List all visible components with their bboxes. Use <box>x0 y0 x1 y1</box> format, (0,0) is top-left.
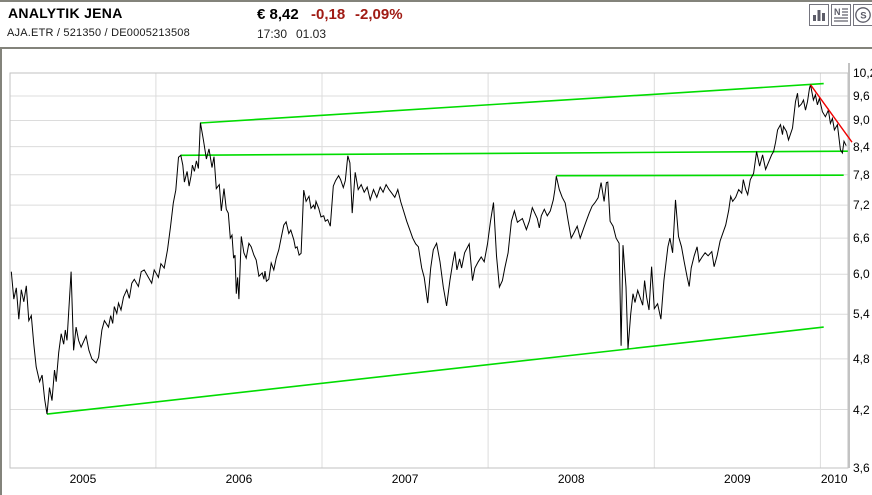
snapshot-button[interactable]: S <box>853 4 872 26</box>
quote-time: 17:30 <box>257 27 288 41</box>
x-axis-year-label: 2007 <box>391 472 419 486</box>
support-trendline <box>46 326 824 415</box>
x-axis-year-label: 2010 <box>820 472 848 486</box>
channel-top-trendline <box>200 82 824 124</box>
y-axis-tick-label: 6,0 <box>853 267 870 282</box>
change-percent: -2,09% <box>355 6 403 23</box>
news-button[interactable]: N <box>831 4 851 26</box>
y-axis-tick-label: 5,4 <box>853 307 870 322</box>
quote-date: 01.03 <box>296 27 327 41</box>
x-axis-year-label: 2008 <box>557 472 585 486</box>
y-axis-tick-label: 7,2 <box>853 198 870 213</box>
s-circle-icon: S <box>855 7 871 23</box>
resistance-line-7-8 <box>556 174 844 177</box>
y-axis-tick-label: 8,4 <box>853 139 870 154</box>
y-axis-tick-label: 10,2 <box>853 66 872 80</box>
window-top-border <box>0 0 872 2</box>
instrument-name: ANALYTIK JENA <box>8 5 123 21</box>
header-separator <box>0 47 872 49</box>
y-axis-tick-label: 9,6 <box>853 88 870 103</box>
downtrend-line <box>809 84 853 143</box>
resistance-line-8-2 <box>180 150 848 157</box>
grid-lines <box>10 72 848 469</box>
y-axis-tick-label: 4,2 <box>853 402 870 417</box>
change-absolute: -0,18 <box>311 6 346 23</box>
x-axis-year-label: 2006 <box>225 472 253 486</box>
svg-text:N: N <box>834 7 841 17</box>
plot-frame <box>9 72 849 469</box>
news-icon: N <box>834 7 848 22</box>
window-left-border <box>0 47 2 495</box>
svg-text:S: S <box>860 10 866 21</box>
y-axis-tick-label: 9,0 <box>853 113 870 128</box>
x-axis-year-label: 2009 <box>723 472 751 486</box>
last-price: € 8,42 <box>257 6 299 23</box>
y-axis-tick-label: 3,6 <box>853 461 870 475</box>
price-line <box>10 84 847 415</box>
bar-chart-icon <box>813 10 825 21</box>
y-axis-tick-label: 4,8 <box>853 351 870 366</box>
y-axis-tick-label: 6,6 <box>853 231 870 246</box>
instrument-identifiers: AJA.ETR / 521350 / DE0005213508 <box>7 27 190 39</box>
chart-view-button[interactable] <box>809 4 829 26</box>
y-axis-tick-label: 7,8 <box>853 167 870 182</box>
x-axis-year-label: 2005 <box>69 472 97 486</box>
